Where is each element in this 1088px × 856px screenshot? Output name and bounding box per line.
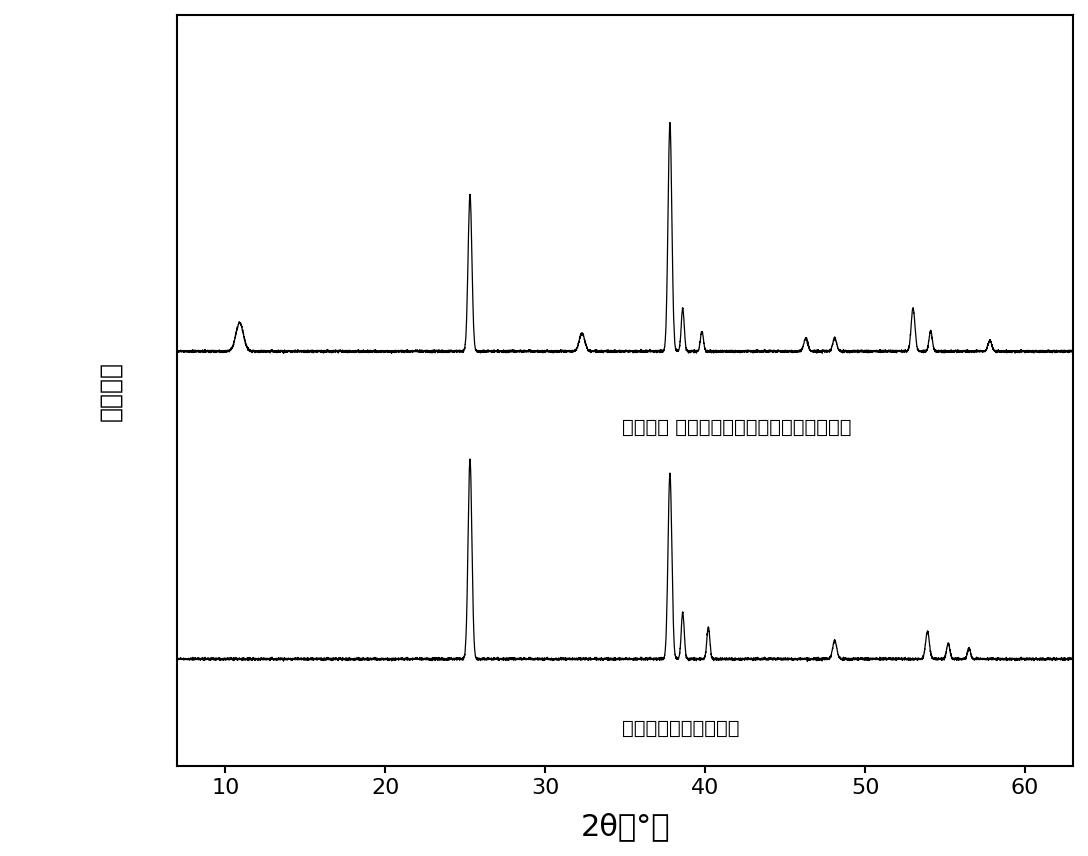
X-axis label: 2θ（°）: 2θ（°） [580, 812, 670, 841]
Text: 相对强度: 相对强度 [98, 360, 122, 420]
Text: 氧化鈢纳米管阵列薄膜: 氧化鈢纳米管阵列薄膜 [622, 719, 740, 738]
Text: 溺氧化铋 氧化鈢纳米管阵列复合光催化薄膜: 溺氧化铋 氧化鈢纳米管阵列复合光催化薄膜 [622, 419, 852, 437]
